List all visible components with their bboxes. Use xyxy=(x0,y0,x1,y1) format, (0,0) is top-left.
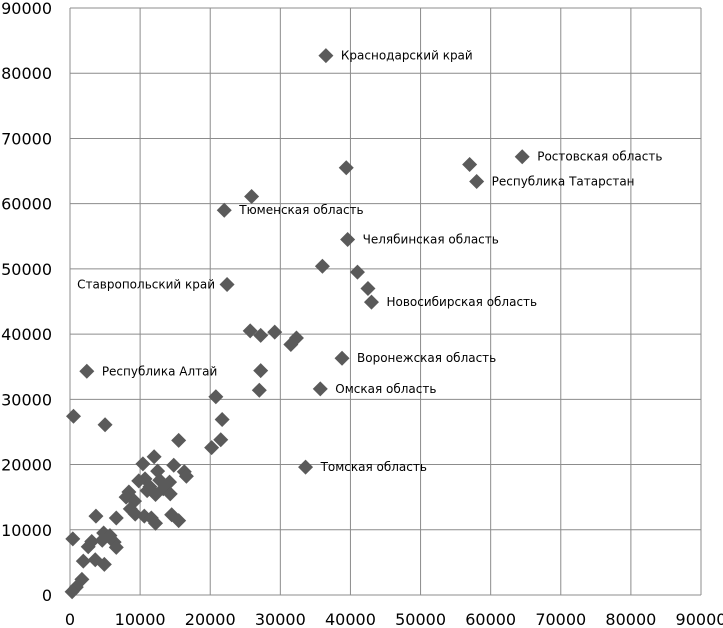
point-label: Челябинская область xyxy=(363,233,499,247)
x-tick-label: 60000 xyxy=(465,610,516,628)
data-point xyxy=(64,584,80,600)
data-point xyxy=(253,363,269,379)
point-label: Ростовская область xyxy=(537,150,662,164)
x-tick-label: 50000 xyxy=(395,610,446,628)
data-point xyxy=(166,457,182,473)
data-point xyxy=(108,539,124,555)
data-point xyxy=(108,510,124,526)
y-tick-label: 80000 xyxy=(1,64,52,83)
data-point xyxy=(146,449,162,465)
data-point xyxy=(96,556,112,572)
data-point xyxy=(340,232,356,248)
data-point xyxy=(244,188,260,204)
point-label: Краснодарский край xyxy=(341,49,473,63)
data-point xyxy=(469,173,485,189)
data-point xyxy=(338,160,354,176)
y-tick-label: 50000 xyxy=(1,260,52,279)
x-tick-label: 80000 xyxy=(605,610,656,628)
data-point xyxy=(75,553,91,569)
x-tick-label: 30000 xyxy=(255,610,306,628)
data-point xyxy=(131,473,147,489)
data-point xyxy=(148,515,164,531)
data-point xyxy=(66,408,82,424)
y-tick-label: 30000 xyxy=(1,390,52,409)
data-point xyxy=(214,412,230,428)
data-point xyxy=(162,486,178,502)
point-label: Новосибирская область xyxy=(386,295,537,309)
data-point xyxy=(204,440,220,456)
chart-axes xyxy=(69,8,701,596)
data-point xyxy=(65,531,81,547)
data-point xyxy=(349,264,365,280)
data-points xyxy=(64,48,530,600)
data-point xyxy=(139,483,155,499)
point-labels: Краснодарский край Ростовская область Респ… xyxy=(77,49,662,475)
data-point xyxy=(213,432,229,448)
data-point xyxy=(171,432,187,448)
x-tick-label: 0 xyxy=(65,610,75,628)
data-point xyxy=(208,389,224,405)
data-point xyxy=(363,294,379,310)
data-point xyxy=(178,468,194,484)
x-tick-label: 70000 xyxy=(535,610,586,628)
data-point xyxy=(97,417,113,433)
data-point xyxy=(251,382,267,398)
data-point xyxy=(514,149,530,165)
data-point xyxy=(135,456,151,472)
data-point xyxy=(216,202,232,218)
x-tick-label: 10000 xyxy=(115,610,166,628)
data-point xyxy=(79,363,95,379)
data-point xyxy=(267,324,283,340)
y-tick-label: 20000 xyxy=(1,456,52,475)
data-point xyxy=(314,258,330,274)
data-point xyxy=(94,532,110,548)
data-point xyxy=(253,327,269,343)
data-point xyxy=(318,48,334,64)
data-point xyxy=(288,330,304,346)
data-point xyxy=(150,463,166,479)
point-label: Томская область xyxy=(320,460,427,474)
x-tick-label: 90000 xyxy=(676,610,723,628)
data-point xyxy=(312,381,328,397)
data-point xyxy=(80,539,96,555)
data-point xyxy=(171,513,187,529)
point-label: Воронежская область xyxy=(357,351,496,365)
data-point xyxy=(462,157,478,173)
chart-grid xyxy=(70,7,702,595)
data-point xyxy=(298,459,314,475)
y-tick-label: 90000 xyxy=(1,0,52,18)
y-tick-label: 0 xyxy=(42,586,52,605)
data-point xyxy=(219,277,235,293)
point-label: Ставропольский край xyxy=(77,278,215,292)
data-point xyxy=(242,323,258,339)
y-tick-label: 40000 xyxy=(1,325,52,344)
point-label: Республика Татарстан xyxy=(492,174,635,188)
x-tick-label: 20000 xyxy=(185,610,236,628)
data-point xyxy=(334,350,350,366)
y-tick-label: 60000 xyxy=(1,195,52,214)
point-label: Тюменская область xyxy=(238,203,363,217)
y-tick-label: 10000 xyxy=(1,521,52,540)
y-tick-label: 70000 xyxy=(1,129,52,148)
point-label: Республика Алтай xyxy=(102,364,217,378)
x-tick-label: 40000 xyxy=(325,610,376,628)
data-point xyxy=(360,280,376,296)
point-label: Омская область xyxy=(335,382,436,396)
data-point xyxy=(88,508,104,524)
